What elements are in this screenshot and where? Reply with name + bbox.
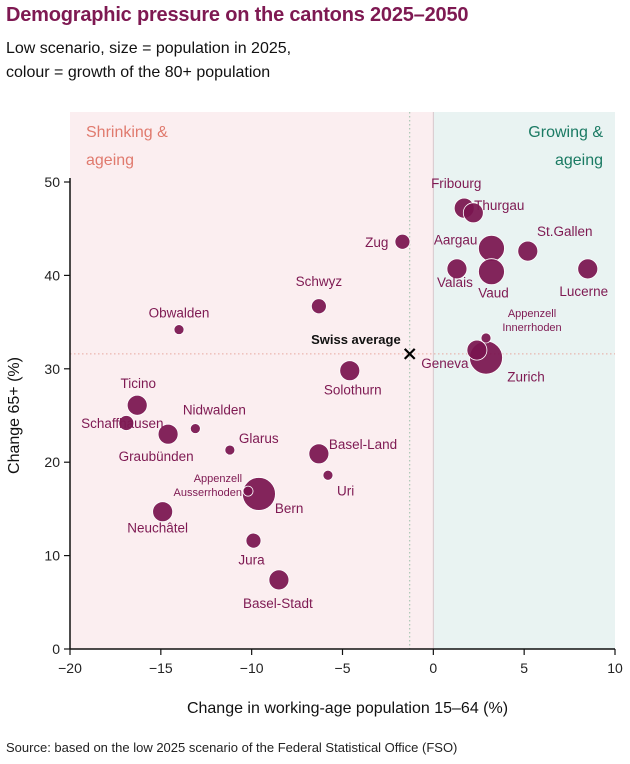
region-label-right-line-2: ageing (555, 152, 603, 169)
region-label-right-line-1: Growing & (528, 124, 603, 141)
bubble-obwalden (173, 324, 185, 335)
bubble-neuch-tel (152, 501, 174, 523)
x-tick-label: −15 (149, 660, 173, 676)
x-tick-label: −5 (335, 660, 351, 676)
bubble-thurgau (462, 202, 484, 224)
region-label-left-line-2: ageing (86, 152, 134, 169)
bubble-label: Thurgau (474, 198, 524, 213)
bubble-vaud (478, 258, 505, 286)
bubble-label: Nidwalden (183, 403, 246, 418)
bubble-geneva (466, 339, 488, 361)
y-tick-label: 0 (52, 641, 60, 657)
bubble-label: Uri (337, 483, 354, 498)
bubble-nidwalden (189, 423, 201, 434)
bubble-basel-land (308, 443, 330, 465)
x-tick-label: −20 (58, 660, 82, 676)
bubble-zug (394, 233, 411, 250)
axis-ticks: 0 10 20 30 40 50 −20 −15 −10 −5 0 5 10 (44, 174, 623, 676)
bubble-label: Basel-Land (329, 437, 397, 452)
region-label-left-line-1: Shrinking & (86, 124, 168, 141)
bubble-label: Aargau (434, 232, 478, 247)
bubble-label: Jura (238, 553, 265, 568)
y-tick-label: 20 (44, 454, 60, 470)
bubble-lucerne (577, 258, 599, 280)
bubble-label: St.Gallen (537, 224, 593, 239)
chart-subtitle-line-2: colour = growth of the 80+ population (6, 64, 271, 81)
bubble-st-gallen (517, 240, 539, 262)
source-note: Source: based on the low 2025 scenario o… (6, 740, 458, 755)
x-tick-label: −10 (240, 660, 264, 676)
bubble-glarus (224, 444, 236, 456)
bubble-label: Graubünden (119, 449, 194, 464)
swiss-average-marker (403, 348, 416, 360)
bubble-basel-stadt (268, 569, 290, 591)
x-tick-label: 0 (429, 660, 437, 676)
bubble-solothurn (339, 360, 361, 382)
bubble-label: Solothurn (324, 383, 382, 398)
bubble-label-line-1: Appenzell (194, 473, 242, 485)
y-tick-label: 10 (44, 548, 60, 564)
x-axis-title: Change in working-age population 15–64 (… (187, 700, 508, 717)
bubble-label: Zurich (507, 370, 545, 385)
bubble-label: Ticino (120, 376, 156, 391)
bubble-label-line-2: Ausserrhoden (174, 487, 243, 499)
bubble-appenzell-ausserrhoden (242, 485, 254, 497)
bubble-label: Vaud (478, 286, 509, 301)
bubble-label: Zug (365, 235, 388, 250)
bubble-bern (242, 477, 276, 511)
bubble-label: Neuchâtel (127, 521, 188, 536)
bubble-valais (446, 258, 468, 280)
x-tick-label: 10 (607, 660, 623, 676)
bubble-aargau (478, 234, 505, 262)
bubble-labels: Fribourg Thurgau Zug Aargau St.Gallen Valais V… (81, 176, 608, 611)
y-tick-label: 40 (44, 267, 60, 283)
bubble-label: Obwalden (149, 306, 210, 321)
bubble-label: Basel-Stadt (243, 596, 313, 611)
bubble-ticino (126, 394, 148, 416)
bubble-schwyz (310, 298, 327, 315)
bubble-uri (322, 469, 334, 481)
bubble-label: Bern (275, 501, 304, 516)
shrinking-ageing-region (70, 112, 434, 649)
bubble-graub-nden (157, 423, 179, 445)
bubble-appenzell-innerrhoden (480, 332, 492, 344)
chart-subtitle-line-1: Low scenario, size = population in 2025, (6, 40, 292, 57)
bubbles (118, 197, 599, 591)
bubble-label-line-2: Innerrhoden (502, 322, 561, 334)
y-tick-label: 50 (44, 174, 60, 190)
y-tick-label: 30 (44, 361, 60, 377)
x-tick-label: 5 (520, 660, 528, 676)
bubble-label: Schaffhausen (81, 416, 163, 431)
y-axis-title: Change 65+ (%) (6, 357, 23, 474)
bubble-label-line-1: Appenzell (508, 308, 556, 320)
bubble-jura (245, 532, 262, 549)
bubble-schaffhausen (118, 415, 135, 431)
chart-title: Demographic pressure on the cantons 2025… (6, 4, 469, 26)
swiss-average-label: Swiss average (311, 332, 401, 347)
bubble-label: Valais (437, 275, 473, 290)
bubble-label: Fribourg (431, 176, 481, 191)
bubble-label: Glarus (239, 431, 279, 446)
bubble-label: Schwyz (296, 274, 343, 289)
bubble-label: Geneva (421, 356, 469, 371)
bubble-label: Lucerne (559, 284, 608, 299)
